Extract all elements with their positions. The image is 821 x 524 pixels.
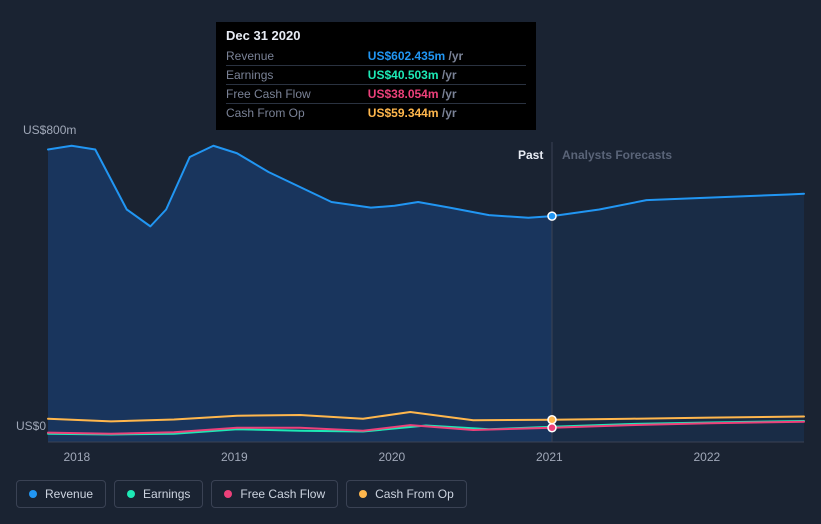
tooltip-row-unit: /yr — [442, 68, 457, 82]
forecast-region-label: Analysts Forecasts — [562, 148, 672, 162]
legend-dot-icon — [127, 490, 135, 498]
x-axis-tick: 2019 — [221, 450, 248, 464]
tooltip-row-value: US$59.344m /yr — [368, 104, 526, 123]
chart-tooltip: Dec 31 2020 RevenueUS$602.435m /yrEarnin… — [216, 22, 536, 130]
tooltip-row: RevenueUS$602.435m /yr — [226, 47, 526, 66]
y-axis-zero-label: US$0 — [16, 419, 46, 433]
tooltip-table: RevenueUS$602.435m /yrEarningsUS$40.503m… — [226, 47, 526, 122]
legend-item-revenue[interactable]: Revenue — [16, 480, 106, 508]
past-region-label: Past — [518, 148, 543, 162]
tooltip-row-value: US$38.054m /yr — [368, 85, 526, 104]
x-axis-tick: 2020 — [379, 450, 406, 464]
tooltip-row-label: Free Cash Flow — [226, 85, 368, 104]
chart-container: US$800m US$0 Past Analysts Forecasts Dec… — [0, 0, 821, 524]
legend-item-earnings[interactable]: Earnings — [114, 480, 203, 508]
x-axis-tick: 2021 — [536, 450, 563, 464]
legend-dot-icon — [224, 490, 232, 498]
tooltip-row-label: Earnings — [226, 66, 368, 85]
legend-dot-icon — [29, 490, 37, 498]
legend-item-fcf[interactable]: Free Cash Flow — [211, 480, 338, 508]
legend: Revenue Earnings Free Cash Flow Cash From O… — [16, 480, 467, 508]
tooltip-row-unit: /yr — [442, 106, 457, 120]
y-axis-top-label: US$800m — [23, 123, 76, 137]
tooltip-row-value: US$40.503m /yr — [368, 66, 526, 85]
tooltip-row: EarningsUS$40.503m /yr — [226, 66, 526, 85]
tooltip-row: Cash From OpUS$59.344m /yr — [226, 104, 526, 123]
tooltip-row-unit: /yr — [449, 49, 464, 63]
tooltip-row-value: US$602.435m /yr — [368, 47, 526, 66]
legend-item-label: Earnings — [143, 487, 190, 501]
legend-item-label: Free Cash Flow — [240, 487, 325, 501]
legend-item-label: Cash From Op — [375, 487, 454, 501]
x-axis-tick: 2018 — [64, 450, 91, 464]
tooltip-row: Free Cash FlowUS$38.054m /yr — [226, 85, 526, 104]
legend-item-label: Revenue — [45, 487, 93, 501]
tooltip-row-label: Cash From Op — [226, 104, 368, 123]
tooltip-date: Dec 31 2020 — [226, 28, 526, 47]
tooltip-row-label: Revenue — [226, 47, 368, 66]
tooltip-row-unit: /yr — [442, 87, 457, 101]
legend-dot-icon — [359, 490, 367, 498]
x-axis-tick: 2022 — [694, 450, 721, 464]
legend-item-cfo[interactable]: Cash From Op — [346, 480, 467, 508]
